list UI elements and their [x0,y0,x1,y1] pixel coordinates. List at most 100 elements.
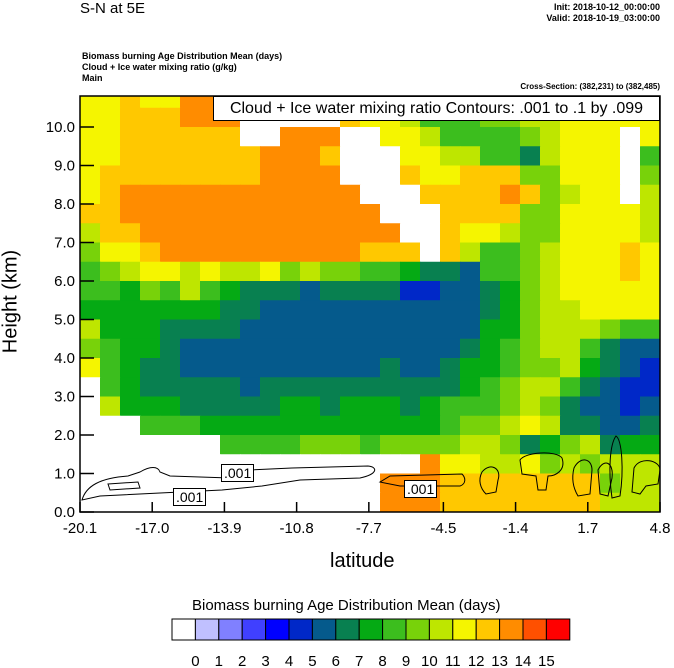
heatmap-cell [180,454,201,475]
heatmap-cell [480,473,501,494]
heatmap-cell [180,127,201,147]
heatmap-cell [580,415,601,436]
heatmap-cell [460,358,481,378]
heatmap-cell [440,184,461,205]
heatmap-cell [580,358,601,378]
heatmap-cell [80,454,101,475]
heatmap-cell [600,281,621,301]
heatmap-cell [160,358,181,378]
heatmap-cell [80,281,101,301]
heatmap-cell [380,165,401,186]
heatmap-cell [260,281,281,301]
heatmap-cell [400,319,421,340]
heatmap-cell [500,396,521,417]
heatmap-cell [260,319,281,340]
heatmap-cell [460,473,481,494]
heatmap-cell [520,377,541,398]
heatmap-cell [400,281,421,301]
colorbar-label: 8 [378,653,386,668]
heatmap-cell [120,415,141,436]
heatmap-cell [160,415,181,436]
heatmap-cell [120,242,141,263]
heatmap-cell [500,261,521,282]
heatmap-cell [480,338,501,359]
heatmap-cell [500,338,521,359]
heatmap-cell [480,242,501,263]
heatmap-cell [400,358,421,378]
heatmap-cell [640,184,660,205]
heatmap-cell [320,454,341,475]
heatmap-cell [540,435,561,455]
heatmap-cell [440,435,461,455]
heatmap-cell [140,204,161,224]
heatmap-cell [140,281,161,301]
y-tick-label: 6.0 [54,273,75,290]
heatmap-cell [200,415,221,436]
heatmap-cell [280,127,301,147]
colorbar-label: 14 [515,653,532,668]
heatmap-cell [100,204,121,224]
heatmap-cell [480,492,501,512]
heatmap-cell [200,435,221,455]
x-tick-label: -13.9 [207,520,241,537]
heatmap-cell [240,492,261,512]
heatmap-cell [180,396,201,417]
heatmap-cell [220,300,241,321]
y-tick-label: 9.0 [54,158,75,175]
heatmap-cell [300,281,321,301]
heatmap-cell [560,338,581,359]
heatmap-cell [480,319,501,340]
colorbar-swatch [545,618,571,641]
heatmap-cell [220,127,241,147]
x-tick-label: -4.5 [430,520,456,537]
heatmap-cell [580,300,601,321]
heatmap-cell [520,300,541,321]
heatmap-cell [140,454,161,475]
heatmap-cell [560,223,581,244]
heatmap-cell [600,415,621,436]
heatmap-cell [460,454,481,475]
heatmap-cell [500,204,521,224]
heatmap-cell [480,204,501,224]
heatmap-cell [540,184,561,205]
heatmap-cell [540,281,561,301]
colorbar-label: 9 [402,653,410,668]
heatmap-cell [360,492,381,512]
y-tick-label: 10.0 [46,119,75,136]
heatmap-cell [500,146,521,167]
heatmap-cell [400,184,421,205]
heatmap-cell [560,415,581,436]
heatmap-cell [460,184,481,205]
colorbar-label: 0 [191,653,199,668]
heatmap-cell [340,204,361,224]
heatmap-cell [340,473,361,494]
heatmap-cell [580,454,601,475]
heatmap-cell [620,473,641,494]
heatmap-cell [140,358,161,378]
heatmap-cell [560,261,581,282]
heatmap-cell [180,358,201,378]
heatmap-cell [380,319,401,340]
y-tick-label: 0.0 [54,504,75,521]
heatmap-cell [200,146,221,167]
heatmap-cell [280,415,301,436]
heatmap-cell [160,338,181,359]
heatmap-cell [480,300,501,321]
heatmap-cell [240,165,261,186]
heatmap-cell [280,146,301,167]
heatmap-cell [400,127,421,147]
heatmap-cell [420,319,441,340]
colorbar-swatch [218,618,243,641]
colorbar-label: 15 [538,653,555,668]
heatmap-cell [160,127,181,147]
heatmap-cell [100,358,121,378]
heatmap-cell [280,281,301,301]
heatmap-cell [220,184,241,205]
heatmap-cell [260,184,281,205]
heatmap-cell [240,204,261,224]
heatmap-cell [640,454,660,475]
heatmap-cell [620,261,641,282]
heatmap-cell [480,358,501,378]
heatmap-cell [140,107,161,128]
heatmap-cell [640,242,660,263]
